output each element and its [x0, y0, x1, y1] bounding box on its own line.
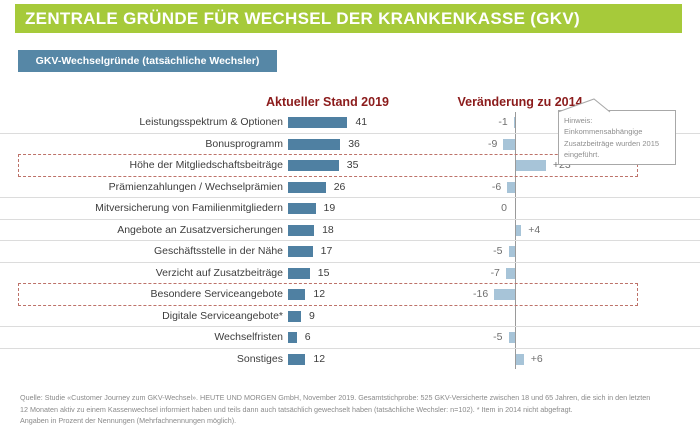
- change-value-bar: [503, 138, 515, 150]
- chart-rows: Leistungsspektrum & Optionen 41 -1 Bonuspro…: [0, 112, 700, 370]
- slide-title-bar: ZENTRALE GRÜNDE FÜR WECHSEL DER KRANKENK…: [15, 4, 682, 33]
- change-value-bar: [508, 246, 515, 257]
- row-label: Sonstiges: [236, 352, 283, 365]
- chart-row: Wechselfristen 6 -5: [0, 327, 700, 349]
- hint-callout-text: Hinweis: Einkommensabhängige Zusatzbeitr…: [564, 116, 660, 159]
- row-label: Höhe der Mitgliedschaftsbeiträge: [129, 159, 283, 171]
- row-label: Prämienzahlungen / Wechselprämien: [108, 180, 283, 193]
- current-value-bar: [288, 289, 306, 300]
- change-value: +6: [530, 352, 543, 365]
- chart-row: Sonstiges 12 +6: [0, 349, 700, 371]
- change-value-bar: [508, 332, 515, 343]
- current-value-bar: [288, 203, 316, 214]
- chart-row: Digitale Serviceangebote* 9: [0, 306, 700, 327]
- change-value: -6: [491, 180, 502, 193]
- row-label: Geschäftsstelle in der Nähe: [154, 245, 283, 257]
- current-value-bar: [288, 138, 341, 150]
- current-value-bar: [288, 353, 306, 365]
- current-value: 41: [355, 116, 368, 128]
- row-label: Leistungsspektrum & Optionen: [139, 116, 283, 128]
- change-value-bar: [516, 160, 546, 171]
- column-header-current: Aktueller Stand 2019: [266, 95, 389, 109]
- row-label: Bonusprogramm: [205, 137, 283, 150]
- current-value-bar: [288, 181, 326, 193]
- change-value-bar: [516, 224, 522, 236]
- chart-row: Höhe der Mitgliedschaftsbeiträge 35 +23: [0, 155, 700, 177]
- footnote-line-1: Quelle: Studie «Customer Journey zum GKV…: [20, 393, 651, 402]
- bar-chart: Leistungsspektrum & Optionen 41 -1 Bonuspro…: [0, 112, 700, 370]
- change-value: 0: [501, 202, 507, 214]
- chart-row: Prämienzahlungen / Wechselprämien 26 -6: [0, 177, 700, 198]
- source-footnote: Quelle: Studie «Customer Journey zum GKV…: [20, 392, 685, 427]
- change-value: -5: [493, 245, 503, 257]
- change-value-bar: [505, 267, 515, 279]
- footnote-line-3: Angaben in Prozent der Nennungen (Mehrfa…: [20, 416, 237, 426]
- current-value: 9: [309, 309, 315, 322]
- current-value: 6: [304, 331, 311, 343]
- chart-badge: GKV-Wechselgründe (tatsächliche Wechsler…: [18, 50, 277, 72]
- current-value-bar: [288, 310, 302, 322]
- change-value-bar: [516, 353, 524, 365]
- current-value-bar: [288, 267, 310, 279]
- change-value: -5: [493, 331, 503, 343]
- chart-row: Bonusprogramm 36 -9: [0, 134, 700, 156]
- column-header-change: Veränderung zu 2014: [457, 95, 583, 109]
- change-value-bar: [494, 289, 515, 300]
- callout-pointer: [557, 98, 611, 113]
- footnote-line-2: 12 Monaten aktiv zu einem Kassenwechsel …: [20, 404, 573, 414]
- hint-callout: Hinweis: Einkommensabhängige Zusatzbeitr…: [558, 110, 676, 165]
- current-value: 17: [320, 245, 333, 257]
- change-value-bar: [513, 117, 515, 128]
- chart-row: Leistungsspektrum & Optionen 41 -1: [0, 112, 700, 134]
- current-value: 18: [322, 223, 334, 236]
- row-label: Digitale Serviceangebote*: [162, 309, 283, 322]
- chart-row: Mitversicherung von Familienmitgliedern 1…: [0, 198, 700, 220]
- row-label: Besondere Serviceangebote: [150, 288, 283, 300]
- chart-badge-label: GKV-Wechselgründe (tatsächliche Wechsler…: [35, 55, 260, 67]
- current-value-bar: [288, 160, 339, 171]
- page-title: ZENTRALE GRÜNDE FÜR WECHSEL DER KRANKENK…: [25, 8, 580, 28]
- current-value-bar: [288, 117, 348, 128]
- change-value: -7: [490, 266, 500, 279]
- row-label: Mitversicherung von Familienmitgliedern: [95, 202, 283, 214]
- change-value: -9: [487, 137, 498, 150]
- row-label: Angebote an Zusatzversicherungen: [117, 223, 283, 236]
- chart-row: Verzicht auf Zusatzbeiträge 15 -7: [0, 263, 700, 285]
- current-value: 15: [317, 266, 330, 279]
- current-value-bar: [288, 224, 315, 236]
- current-value: 19: [323, 202, 336, 214]
- current-value: 12: [313, 352, 326, 365]
- row-label: Wechselfristen: [214, 331, 283, 343]
- change-value: -16: [473, 288, 489, 300]
- chart-row: Geschäftsstelle in der Nähe 17 -5: [0, 241, 700, 263]
- change-value: +4: [528, 223, 541, 236]
- current-value: 12: [313, 288, 326, 300]
- row-label: Verzicht auf Zusatzbeiträge: [155, 266, 283, 279]
- chart-row: Angebote an Zusatzversicherungen 18 +4: [0, 220, 700, 241]
- current-value: 35: [346, 159, 359, 171]
- current-value-bar: [288, 332, 297, 343]
- current-value: 26: [333, 180, 346, 193]
- change-value-bar: [507, 181, 515, 193]
- chart-row: Besondere Serviceangebote 12 -16: [0, 284, 700, 306]
- current-value-bar: [288, 246, 313, 257]
- current-value: 36: [348, 137, 360, 150]
- change-value: -1: [498, 116, 508, 128]
